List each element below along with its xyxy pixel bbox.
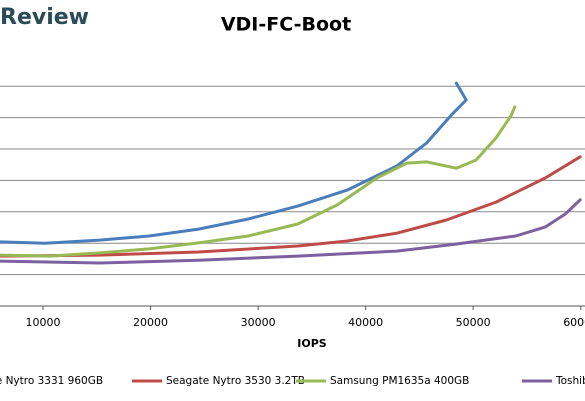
legend-label: Seagate Nytro 3331 960GB	[0, 375, 103, 387]
x-axis-label: IOPS	[297, 337, 327, 350]
chart-title: VDI-FC-Boot	[221, 14, 351, 36]
x-tick-label: 40000	[348, 316, 383, 329]
x-tick-label: 30000	[241, 316, 276, 329]
x-tick-label: 20000	[133, 316, 168, 329]
x-tick-label: 10000	[26, 316, 61, 329]
x-tick-label: 60000	[563, 316, 585, 329]
watermark: Review	[0, 5, 89, 30]
x-tick-label: 50000	[456, 316, 491, 329]
legend-label: Samsung PM1635a 400GB	[330, 375, 469, 387]
series-line	[0, 105, 517, 258]
legend-label: Toshiba	[555, 375, 585, 387]
series-line	[0, 81, 468, 245]
legend-label: Seagate Nytro 3530 3.2TB	[166, 375, 305, 387]
series-line	[0, 155, 582, 258]
series-line	[0, 198, 582, 265]
